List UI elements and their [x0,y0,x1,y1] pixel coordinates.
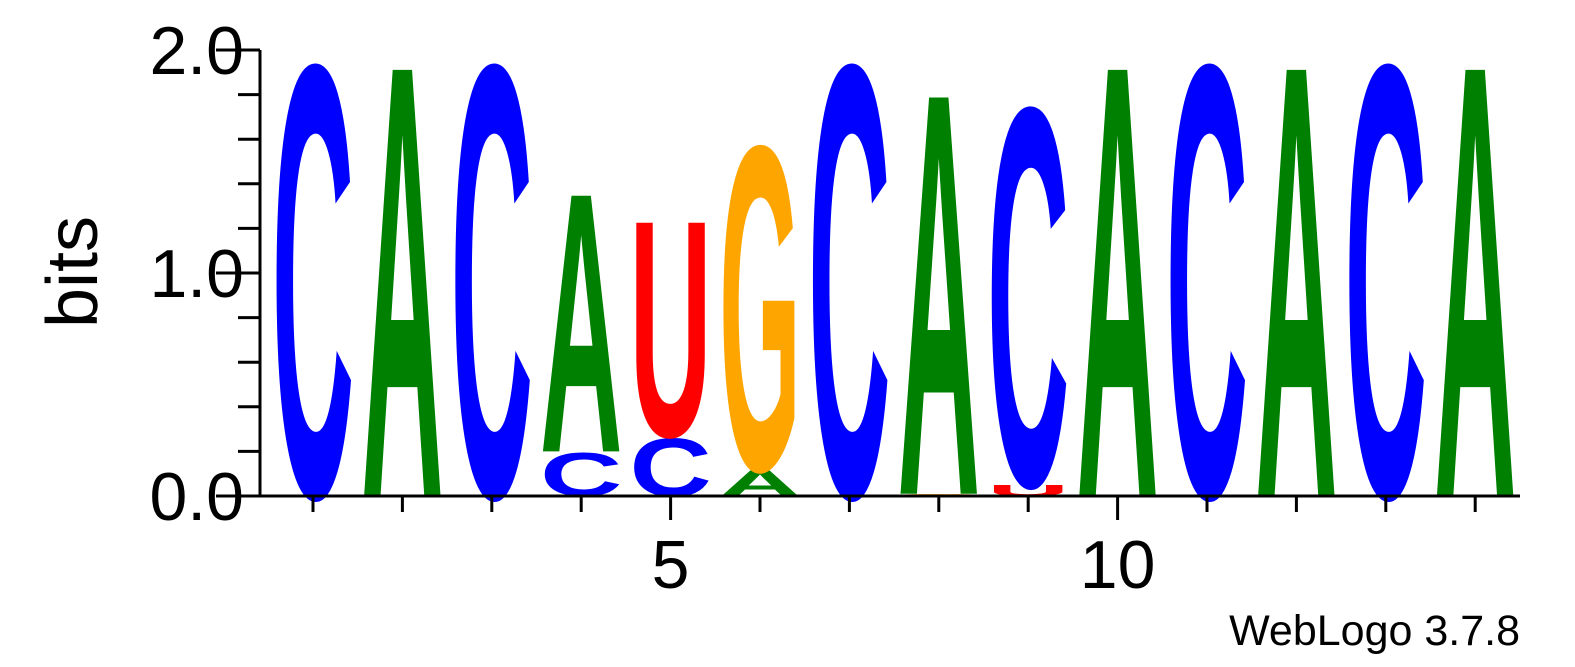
logo-letter-a: A [898,0,980,616]
y-axis-title: bits [33,216,113,328]
logo-letter-c: C [1345,0,1427,628]
logo-letter-c: C [1166,0,1248,628]
weblogo-credit: WebLogo 3.7.8 [1229,607,1520,655]
y-tick-label: 1.0 [149,236,244,312]
logo-letter-a: A [1255,0,1337,628]
logo-letter-a: A [1076,0,1158,628]
logo-letter-a: A [361,0,443,628]
logo-letter-u: U [629,157,711,502]
logo-letter-a: A [1434,0,1516,628]
x-tick-label: 10 [1080,527,1156,603]
x-axis-ticks: 5 10 [311,496,1477,603]
y-axis-ticks: 0.0 1.0 2.0 [149,13,260,535]
x-tick-label: 5 [652,527,690,603]
logo-letter-c: C [451,0,533,628]
logo-letter-c: C [808,0,890,628]
logo-letter-stacks: CACCACUAGCGAUCACACA [272,0,1516,628]
chart-axes: 0.0 1.0 2.0 5 10 [149,13,1520,603]
logo-letter-a: A [540,116,622,531]
logo-letter-g: G [719,50,801,569]
y-tick-label: 0.0 [149,459,244,535]
y-tick-label: 2.0 [149,13,244,89]
logo-letter-c: C [272,0,354,628]
